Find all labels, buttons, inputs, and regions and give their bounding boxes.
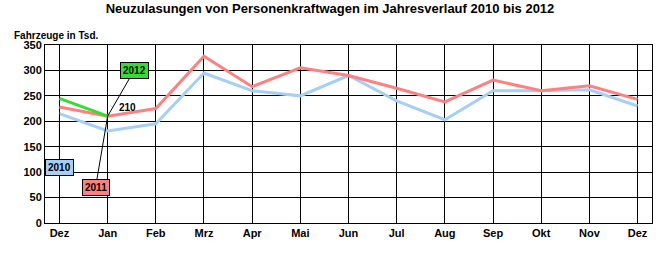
svg-text:Okt: Okt [532,227,551,239]
svg-text:Fahrzeuge in Tsd.: Fahrzeuge in Tsd. [14,30,98,41]
svg-text:300: 300 [23,64,41,76]
svg-text:Jul: Jul [389,227,405,239]
svg-text:200: 200 [23,115,41,127]
svg-text:Apr: Apr [243,227,263,239]
svg-text:100: 100 [23,166,41,178]
svg-text:350: 350 [23,39,41,51]
svg-text:2010: 2010 [48,162,71,173]
svg-text:Nov: Nov [579,227,601,239]
svg-text:Feb: Feb [146,227,166,239]
svg-text:Neuzulasungen von Personenkraf: Neuzulasungen von Personenkraftwagen im … [106,1,555,16]
svg-text:Aug: Aug [434,227,455,239]
svg-text:0: 0 [36,217,42,229]
svg-text:210: 210 [119,102,136,113]
svg-text:250: 250 [23,90,41,102]
svg-text:Jan: Jan [98,227,117,239]
svg-text:Dez: Dez [628,227,648,239]
svg-text:Mrz: Mrz [195,227,214,239]
svg-text:Sep: Sep [483,227,503,239]
svg-text:2012: 2012 [123,65,146,76]
svg-text:Jun: Jun [339,227,359,239]
svg-text:Dez: Dez [50,227,70,239]
svg-text:2011: 2011 [85,182,107,193]
svg-text:150: 150 [23,141,41,153]
svg-text:Mai: Mai [291,227,309,239]
svg-text:50: 50 [30,191,42,203]
